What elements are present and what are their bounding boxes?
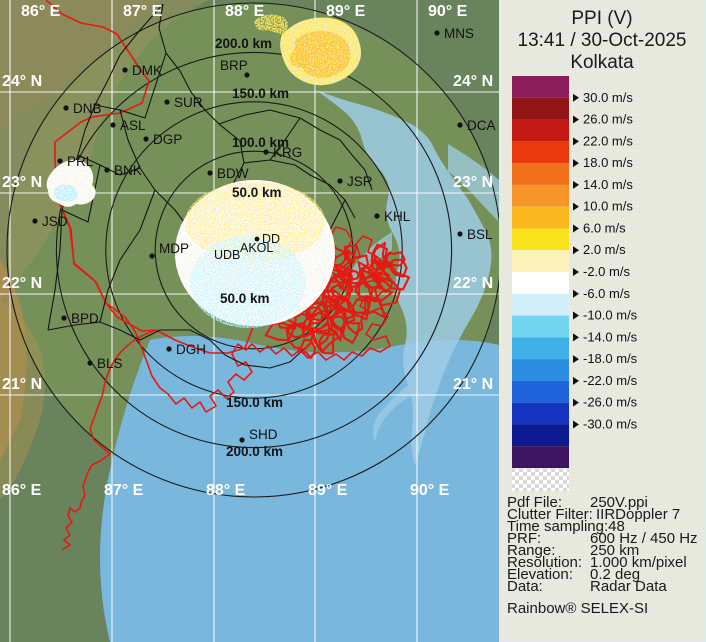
svg-text:21° N: 21° N	[453, 376, 493, 393]
svg-text:BNK: BNK	[114, 163, 142, 178]
svg-text:87° E: 87° E	[123, 3, 163, 20]
svg-text:DGH: DGH	[176, 342, 206, 357]
svg-text:-22.0 m/s: -22.0 m/s	[583, 373, 638, 388]
svg-text:JSD: JSD	[42, 214, 68, 229]
svg-text:88° E: 88° E	[225, 3, 265, 20]
svg-text:Radar Data: Radar Data	[590, 578, 667, 595]
svg-text:SHD: SHD	[249, 427, 278, 442]
svg-text:150.0 km: 150.0 km	[232, 86, 289, 101]
svg-text:18.0 m/s: 18.0 m/s	[583, 155, 633, 170]
svg-text:ASL: ASL	[120, 118, 146, 133]
svg-text:150.0 km: 150.0 km	[226, 395, 283, 410]
svg-text:BPD: BPD	[71, 311, 99, 326]
svg-text:PPI (V): PPI (V)	[571, 8, 632, 29]
svg-text:-10.0 m/s: -10.0 m/s	[583, 308, 638, 323]
svg-text:Data:: Data:	[507, 578, 543, 595]
svg-text:Rainbow® SELEX-SI: Rainbow® SELEX-SI	[507, 600, 648, 617]
svg-text:2.0 m/s: 2.0 m/s	[583, 242, 626, 257]
svg-text:26.0 m/s: 26.0 m/s	[583, 112, 633, 127]
svg-text:88° E: 88° E	[206, 482, 246, 499]
svg-text:86° E: 86° E	[2, 482, 42, 499]
svg-text:JSR: JSR	[347, 174, 373, 189]
svg-text:24° N: 24° N	[2, 73, 42, 90]
svg-text:DGP: DGP	[153, 132, 182, 147]
svg-text:86° E: 86° E	[21, 3, 61, 20]
svg-text:24° N: 24° N	[453, 73, 493, 90]
svg-text:KHL: KHL	[384, 209, 411, 224]
svg-text:90° E: 90° E	[428, 3, 468, 20]
svg-text:10.0 m/s: 10.0 m/s	[583, 199, 633, 214]
svg-text:-14.0 m/s: -14.0 m/s	[583, 329, 638, 344]
svg-text:6.0 m/s: 6.0 m/s	[583, 220, 626, 235]
svg-text:-2.0 m/s: -2.0 m/s	[583, 264, 630, 279]
svg-text:DNB: DNB	[73, 101, 102, 116]
svg-text:-30.0 m/s: -30.0 m/s	[583, 416, 638, 431]
svg-text:90° E: 90° E	[410, 482, 450, 499]
svg-text:KRG: KRG	[273, 145, 302, 160]
svg-text:PRL: PRL	[67, 154, 94, 169]
svg-text:30.0 m/s: 30.0 m/s	[583, 90, 633, 105]
svg-text:21° N: 21° N	[2, 376, 42, 393]
svg-text:-26.0 m/s: -26.0 m/s	[583, 395, 638, 410]
svg-text:-18.0 m/s: -18.0 m/s	[583, 351, 638, 366]
svg-text:50.0 km: 50.0 km	[232, 185, 282, 200]
svg-text:50.0 km: 50.0 km	[220, 291, 270, 306]
svg-text:14.0 m/s: 14.0 m/s	[583, 177, 633, 192]
svg-text:BRP: BRP	[220, 58, 248, 73]
svg-text:DMK: DMK	[132, 63, 162, 78]
svg-text:200.0 km: 200.0 km	[215, 36, 272, 51]
svg-text:BSL: BSL	[467, 227, 493, 242]
svg-text:89° E: 89° E	[308, 482, 348, 499]
svg-text:SUR: SUR	[174, 95, 203, 110]
svg-text:200.0 km: 200.0 km	[226, 444, 283, 459]
svg-text:BDW: BDW	[217, 166, 249, 181]
svg-text:23° N: 23° N	[453, 174, 493, 191]
svg-text:MNS: MNS	[444, 26, 474, 41]
svg-text:22° N: 22° N	[453, 275, 493, 292]
svg-text:DCA: DCA	[467, 118, 496, 133]
svg-text:MDP: MDP	[159, 241, 189, 256]
svg-text:22.0 m/s: 22.0 m/s	[583, 133, 633, 148]
svg-text:UDB: UDB	[214, 248, 240, 262]
svg-text:AKOL: AKOL	[240, 241, 273, 255]
svg-text:87° E: 87° E	[104, 482, 144, 499]
svg-text:Kolkata: Kolkata	[570, 52, 634, 73]
svg-text:13:41 / 30-Oct-2025: 13:41 / 30-Oct-2025	[518, 30, 687, 51]
svg-text:-6.0 m/s: -6.0 m/s	[583, 286, 630, 301]
svg-text:89° E: 89° E	[326, 3, 366, 20]
svg-text:BLS: BLS	[97, 356, 123, 371]
svg-text:23° N: 23° N	[2, 174, 42, 191]
svg-text:22° N: 22° N	[2, 275, 42, 292]
